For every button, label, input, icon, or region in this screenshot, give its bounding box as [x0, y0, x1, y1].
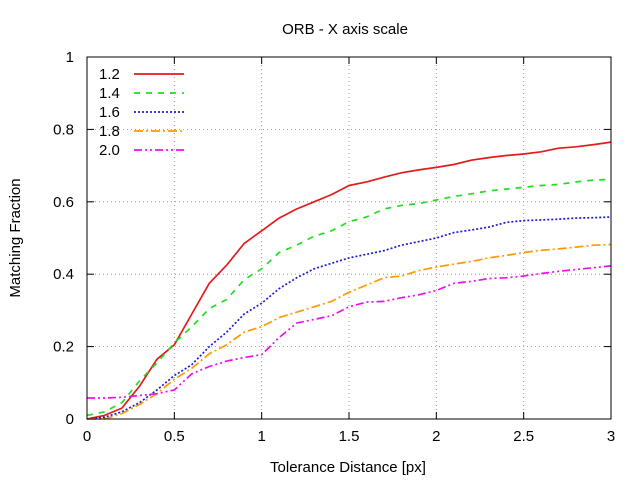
- x-axis-label: Tolerance Distance [px]: [270, 459, 426, 476]
- x-tick-label: 3: [607, 428, 615, 445]
- x-tick-label: 1.5: [339, 428, 360, 445]
- chart-title: ORB - X axis scale: [282, 21, 408, 38]
- series-line-1-6: [86, 216, 612, 420]
- x-tick-label: 0.5: [164, 428, 185, 445]
- legend-label: 1.2: [99, 66, 120, 83]
- legend-label: 2.0: [99, 142, 120, 159]
- x-tick-label: 1: [257, 428, 265, 445]
- y-tick-label: 0.2: [53, 339, 74, 356]
- grid-lines: [87, 57, 611, 419]
- x-tick-label: 0: [83, 428, 91, 445]
- legend-label: 1.4: [99, 85, 120, 102]
- legend: 1.2 1.4 1.6 1.8 2.0: [99, 66, 184, 159]
- x-tick-label: 2.5: [513, 428, 534, 445]
- y-tick-label: 0: [66, 411, 74, 428]
- series-line-1-8: [87, 243, 612, 420]
- x-tick-label: 2: [432, 428, 440, 445]
- y-tick-label: 1: [66, 49, 74, 66]
- legend-label: 1.6: [99, 104, 120, 121]
- y-tick-label: 0.8: [53, 121, 74, 138]
- legend-label: 1.8: [99, 123, 120, 140]
- y-tick-labels: 0 0.2 0.4 0.6 0.8 1: [53, 49, 74, 428]
- series-line-1-2: [86, 141, 612, 420]
- axis-ticks: [86, 56, 612, 420]
- y-tick-label: 0.6: [53, 194, 74, 211]
- series-line-2-0: [87, 265, 612, 399]
- series-lines: [86, 141, 612, 420]
- x-tick-labels: 0 0.5 1 1.5 2 2.5 3: [83, 428, 615, 445]
- y-axis-label: Matching Fraction: [7, 178, 24, 297]
- y-tick-label: 0.4: [53, 266, 74, 283]
